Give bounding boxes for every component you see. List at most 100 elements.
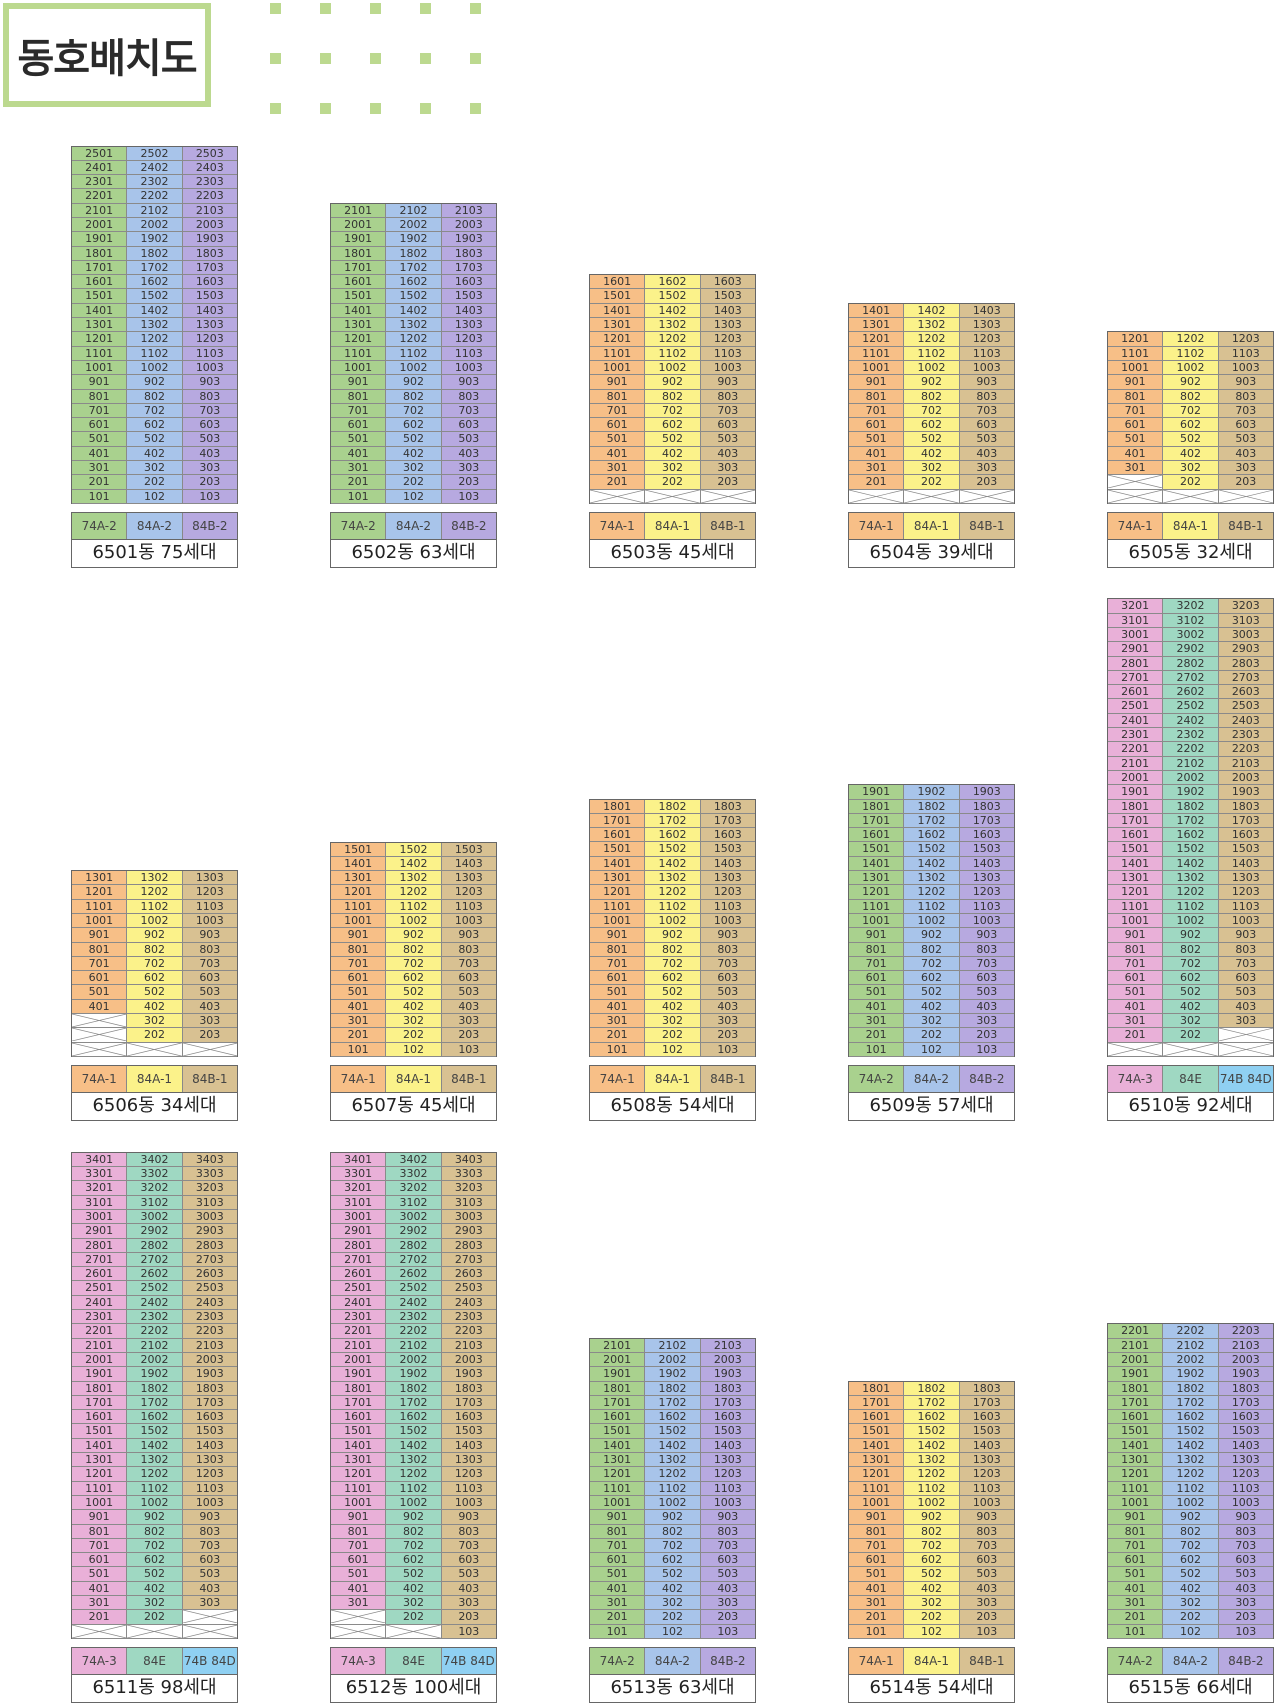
unit-cell: 603 xyxy=(182,418,237,432)
floor-row: 601 602 603 xyxy=(331,971,496,986)
floor-row: 2901 2902 2903 xyxy=(1108,642,1273,657)
unit-cell: 801 xyxy=(331,942,387,956)
unit-cell: 1203 xyxy=(182,1467,237,1481)
unit-cell: 601 xyxy=(1108,971,1164,985)
unit-cell: 1603 xyxy=(1218,1410,1273,1424)
unit-cell: 903 xyxy=(959,1510,1014,1524)
unit-cell: 703 xyxy=(959,403,1014,418)
unit-cell: 1301 xyxy=(72,871,128,885)
floor-row: 2501 2502 2503 xyxy=(331,1281,496,1296)
unit-cell: 401 xyxy=(590,446,646,461)
unit-cell: 1002 xyxy=(904,360,960,375)
unit-cell: 1301 xyxy=(331,1453,387,1467)
unit-cell: 1303 xyxy=(700,871,755,885)
unit-cell: 1103 xyxy=(959,346,1014,360)
unit-cell: 3301 xyxy=(72,1167,128,1181)
unit-cell: 702 xyxy=(127,956,183,971)
floor-row: 1301 1302 1303 xyxy=(590,871,755,886)
floor-grid: 1301 1302 1303 1201 1202 1203 1101 1102 1103 1001… xyxy=(71,870,238,1057)
unit-cell: 1103 xyxy=(441,899,496,913)
floor-row: 1101 1102 1103 xyxy=(590,899,755,914)
unit-type: 74A-2 xyxy=(331,512,387,539)
unit-cell: 201 xyxy=(590,475,646,489)
dot xyxy=(320,103,331,114)
unit-cell: 1302 xyxy=(386,318,442,332)
unit-cell: 1003 xyxy=(700,360,755,375)
floor-row: 1801 1802 1803 xyxy=(590,799,755,814)
unit-cell: 1203 xyxy=(441,885,496,899)
dot xyxy=(420,53,431,64)
unit-cell: 1802 xyxy=(645,799,701,813)
unit-cell: 702 xyxy=(127,403,183,418)
floor-row: 1901 1902 1903 xyxy=(1108,1367,1273,1382)
building-label: 6510동 92세대 xyxy=(1107,1092,1274,1121)
unit-cell: 1103 xyxy=(1218,899,1273,913)
unit-cell: 1301 xyxy=(590,871,646,885)
unit-cell: 303 xyxy=(182,1596,237,1610)
floor-row: 201 202 203 xyxy=(590,1028,755,1043)
unit-type-legend: 74A-1 84A-1 84B-1 xyxy=(330,1064,497,1093)
unit-cell: 1401 xyxy=(590,856,646,871)
floor-row: 2801 2802 2803 xyxy=(331,1238,496,1253)
unit-cell: 2203 xyxy=(182,1324,237,1338)
unit-cell: 403 xyxy=(441,1581,496,1595)
unit-cell: 2002 xyxy=(127,217,183,232)
unit-cell: 502 xyxy=(127,1567,183,1581)
unit-cell: 901 xyxy=(1108,1510,1164,1524)
unit-cell xyxy=(849,489,905,503)
unit-cell: 1101 xyxy=(849,899,905,913)
unit-cell: 1202 xyxy=(127,332,183,346)
unit-cell: 1703 xyxy=(182,1395,237,1410)
floor-row: 2101 2102 2103 xyxy=(1108,756,1273,771)
unit-cell: 1201 xyxy=(1108,1467,1164,1481)
unit-cell: 2802 xyxy=(1163,656,1219,670)
unit-cell: 601 xyxy=(72,971,128,985)
unit-cell: 603 xyxy=(1218,1553,1273,1567)
floor-row: 301 302 303 xyxy=(331,461,496,476)
unit-cell: 1201 xyxy=(331,1467,387,1481)
unit-cell: 202 xyxy=(386,1028,442,1042)
unit-cell: 803 xyxy=(441,1524,496,1538)
unit-cell: 903 xyxy=(182,1510,237,1524)
unit-cell: 1403 xyxy=(959,856,1014,871)
unit-cell: 2702 xyxy=(127,1252,183,1267)
unit-cell: 501 xyxy=(849,1567,905,1581)
unit-cell: 203 xyxy=(959,1610,1014,1624)
unit-cell: 1003 xyxy=(1218,913,1273,928)
unit-cell: 403 xyxy=(1218,999,1273,1013)
unit-cell: 2902 xyxy=(127,1224,183,1238)
floor-row: 601 602 603 xyxy=(72,1553,237,1568)
unit-cell: 803 xyxy=(182,1524,237,1538)
unit-type: 84A-1 xyxy=(1163,512,1219,539)
unit-cell: 2002 xyxy=(1163,770,1219,785)
unit-cell: 1301 xyxy=(849,1453,905,1467)
unit-cell: 2903 xyxy=(441,1224,496,1238)
unit-cell: 1202 xyxy=(904,332,960,346)
unit-cell: 1803 xyxy=(959,799,1014,813)
unit-cell: 502 xyxy=(645,1567,701,1581)
unit-cell: 402 xyxy=(386,1581,442,1595)
floor-row: 2101 2102 2103 xyxy=(1108,1338,1273,1353)
floor-row: 701 702 703 xyxy=(849,956,1014,972)
unit-cell: 1703 xyxy=(700,1395,755,1410)
unit-cell: 1202 xyxy=(904,1467,960,1481)
unit-cell: 1203 xyxy=(700,1467,755,1481)
unit-type-legend: 74A-2 84A-2 84B-2 xyxy=(589,1646,756,1675)
unit-type: 84A-1 xyxy=(386,1065,442,1092)
floor-row: 2001 2002 2003 xyxy=(331,217,496,233)
unit-cell: 1701 xyxy=(72,1395,128,1410)
floor-row: 901 902 903 xyxy=(72,928,237,943)
unit-cell xyxy=(331,1610,387,1624)
floor-row: 201 202 203 xyxy=(849,475,1014,490)
unit-cell: 3303 xyxy=(441,1167,496,1181)
unit-cell: 703 xyxy=(959,956,1014,971)
unit-cell: 2503 xyxy=(182,1281,237,1295)
unit-cell: 1203 xyxy=(959,885,1014,899)
unit-cell: 602 xyxy=(645,1553,701,1567)
unit-cell xyxy=(1163,489,1219,503)
unit-cell: 1303 xyxy=(700,1453,755,1467)
floor-row: 1201 1202 1203 xyxy=(849,1467,1014,1482)
unit-cell: 401 xyxy=(72,446,128,461)
floor-row: 301 302 303 xyxy=(590,1014,755,1029)
unit-type-legend: 74A-1 84A-1 84B-1 xyxy=(848,1646,1015,1675)
